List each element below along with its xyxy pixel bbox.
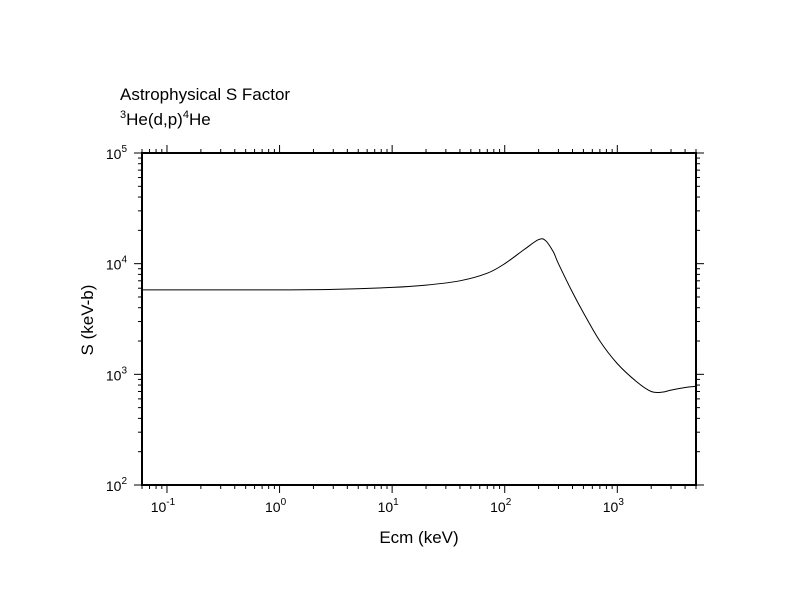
subtitle-text: He(d,p) — [126, 110, 183, 129]
subtitle-superscript: 3 — [120, 109, 126, 121]
y-tick-label: 102 — [106, 476, 128, 494]
y-tick-label: 104 — [106, 255, 128, 273]
subtitle-superscript: 4 — [183, 109, 189, 121]
plot-border — [141, 152, 697, 486]
chart-subtitle: 3He(d,p)4He — [120, 109, 211, 129]
x-axis-tick-labels: 10-1 100 101 102 103 — [151, 497, 625, 515]
y-axis-ticks — [134, 152, 704, 486]
x-tick-label: 10-1 — [151, 497, 176, 515]
x-tick-label: 101 — [378, 497, 400, 515]
plot-frame — [141, 152, 697, 486]
y-tick-label: 103 — [106, 365, 128, 383]
subtitle-text: He — [189, 110, 211, 129]
y-axis-tick-labels: 102 103 104 105 — [106, 144, 128, 494]
y-tick-label: 105 — [106, 144, 128, 162]
series-group — [142, 238, 697, 394]
x-tick-label: 100 — [265, 497, 287, 515]
x-axis-label: Ecm (keV) — [379, 528, 458, 547]
chart-title: Astrophysical S Factor — [120, 85, 290, 104]
x-axis-ticks — [141, 145, 697, 493]
series-line — [142, 238, 697, 394]
x-tick-label: 102 — [490, 497, 512, 515]
x-tick-label: 103 — [603, 497, 625, 515]
y-axis-label: S (keV-b) — [78, 285, 97, 356]
